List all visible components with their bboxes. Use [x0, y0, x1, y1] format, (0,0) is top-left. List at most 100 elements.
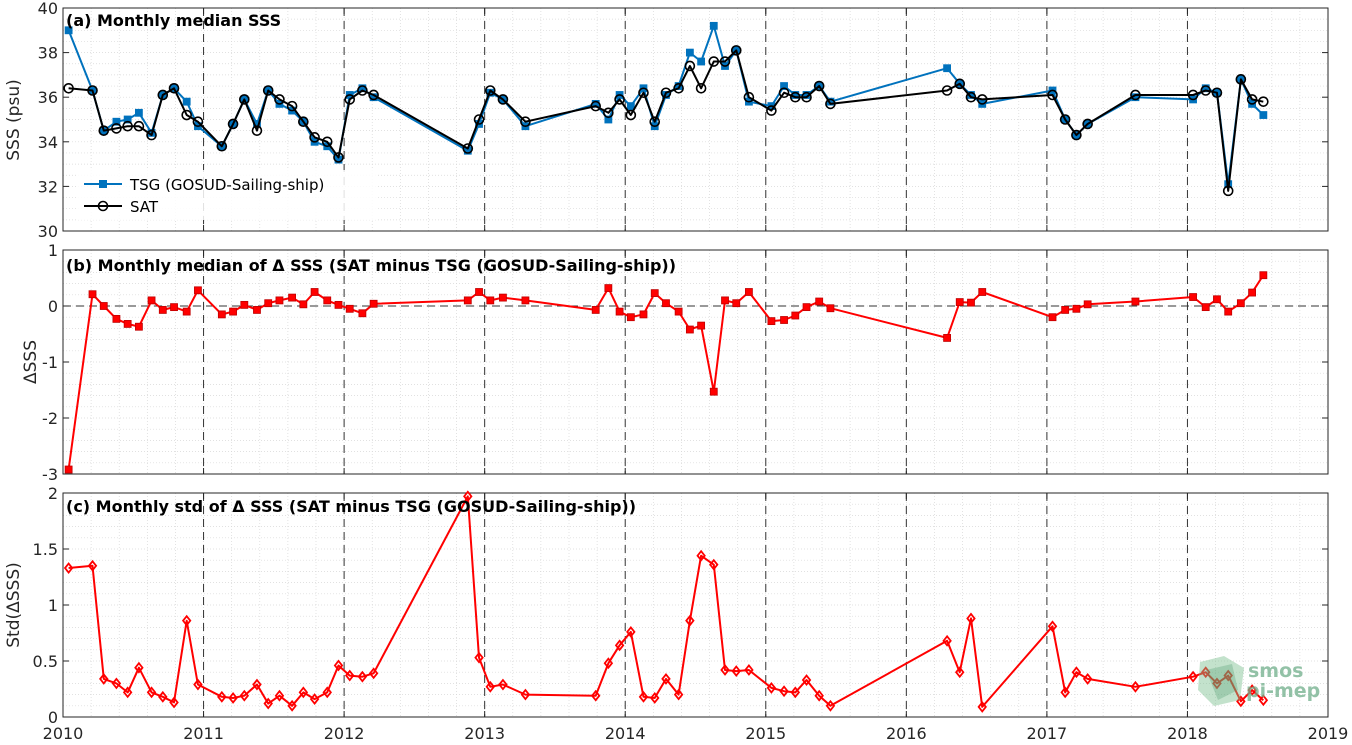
data-point	[695, 82, 707, 94]
data-point	[697, 57, 706, 66]
data-point	[590, 689, 601, 702]
data-point	[744, 664, 754, 676]
data-point	[778, 87, 790, 99]
data-point	[1212, 677, 1222, 690]
data-point	[1082, 672, 1093, 685]
data-point	[662, 299, 670, 308]
data-point	[1059, 114, 1071, 125]
data-point	[1048, 313, 1057, 322]
data-point	[1211, 87, 1223, 99]
data-point	[1131, 297, 1140, 306]
y-tick-label: 40	[38, 0, 58, 18]
y-tick-label: 30	[38, 222, 58, 241]
data-point	[239, 689, 250, 702]
x-tick-label: 2015	[745, 724, 786, 743]
y-tick-label: 0	[48, 708, 58, 727]
data-point	[87, 85, 98, 96]
data-point	[685, 48, 694, 57]
data-point	[696, 549, 706, 562]
panel-b-title: (b) Monthly median of Δ SSS (SAT minus T…	[66, 256, 676, 275]
data-point	[1201, 303, 1210, 312]
data-point	[965, 91, 977, 103]
data-point	[463, 296, 472, 305]
panel-a-ylabel: SSS (psu)	[4, 79, 24, 160]
legend-sat-marker	[97, 200, 109, 212]
panel-c-ylabel: Std(ΔSSS)	[4, 562, 24, 648]
data-point	[486, 296, 495, 305]
data-point	[310, 288, 319, 296]
y-tick-label: 0.5	[33, 652, 58, 671]
data-point	[264, 299, 273, 308]
data-point	[943, 334, 951, 342]
data-point	[954, 666, 965, 679]
data-point	[64, 465, 73, 474]
x-tick-label: 2019	[1308, 724, 1349, 743]
data-point	[1071, 129, 1082, 141]
data-point	[286, 100, 298, 112]
data-point	[111, 123, 122, 134]
data-point	[615, 307, 624, 316]
data-point	[182, 97, 191, 106]
y-tick-label: 38	[38, 44, 58, 63]
data-point	[977, 700, 987, 713]
x-tick-label: 2011	[183, 724, 224, 743]
data-point	[98, 125, 110, 136]
panel-c: 0 0.5 1 1.5 2 2010 2011 2012 2013 2014 2015 2016 201…	[4, 484, 1348, 743]
data-point	[157, 89, 169, 101]
data-point	[64, 26, 73, 35]
data-point	[966, 612, 976, 625]
data-point	[639, 310, 648, 319]
data-point	[638, 690, 649, 703]
data-point	[614, 639, 625, 652]
data-point	[1258, 96, 1269, 107]
data-point	[674, 307, 683, 316]
data-point	[591, 306, 600, 314]
data-point	[780, 316, 788, 324]
data-point	[158, 690, 168, 703]
data-point	[520, 688, 531, 701]
data-point	[603, 107, 614, 119]
data-point	[743, 91, 755, 103]
y-tick-label: -1	[42, 353, 58, 372]
data-point	[1246, 94, 1258, 105]
data-point	[498, 678, 508, 691]
data-point	[158, 306, 167, 314]
data-point	[181, 614, 192, 627]
y-tick-label: 1	[48, 241, 58, 260]
data-point	[673, 688, 684, 701]
y-tick-label: -3	[42, 465, 58, 484]
data-point	[978, 288, 987, 296]
data-point	[309, 693, 320, 706]
data-point	[730, 45, 742, 56]
data-point	[521, 296, 530, 305]
data-point	[789, 91, 801, 103]
data-point	[369, 299, 378, 308]
axes-box	[62, 7, 1329, 232]
data-point	[1189, 293, 1197, 301]
panel-a-title: (a) Monthly median SSS	[66, 11, 281, 30]
data-point	[134, 322, 143, 331]
data-point	[123, 115, 132, 124]
data-point	[182, 307, 191, 316]
data-point	[217, 310, 226, 319]
data-point	[709, 21, 718, 30]
data-point	[1259, 271, 1268, 280]
data-point	[134, 661, 144, 674]
data-point	[181, 109, 192, 121]
data-point	[1047, 620, 1058, 633]
data-point	[122, 686, 133, 699]
data-point	[1213, 295, 1221, 304]
y-tick-label: 1	[48, 596, 58, 615]
data-point	[720, 664, 730, 676]
data-point	[779, 685, 789, 698]
data-point	[88, 290, 97, 299]
data-point	[87, 559, 98, 572]
smos-pimep-logo: smos pi-mep	[1198, 656, 1320, 706]
data-point	[1258, 694, 1269, 707]
data-point	[954, 78, 966, 90]
x-tick-label: 2016	[886, 724, 927, 743]
data-point	[192, 116, 204, 128]
data-point	[942, 634, 952, 647]
data-point	[825, 98, 836, 110]
data-point	[649, 692, 660, 704]
